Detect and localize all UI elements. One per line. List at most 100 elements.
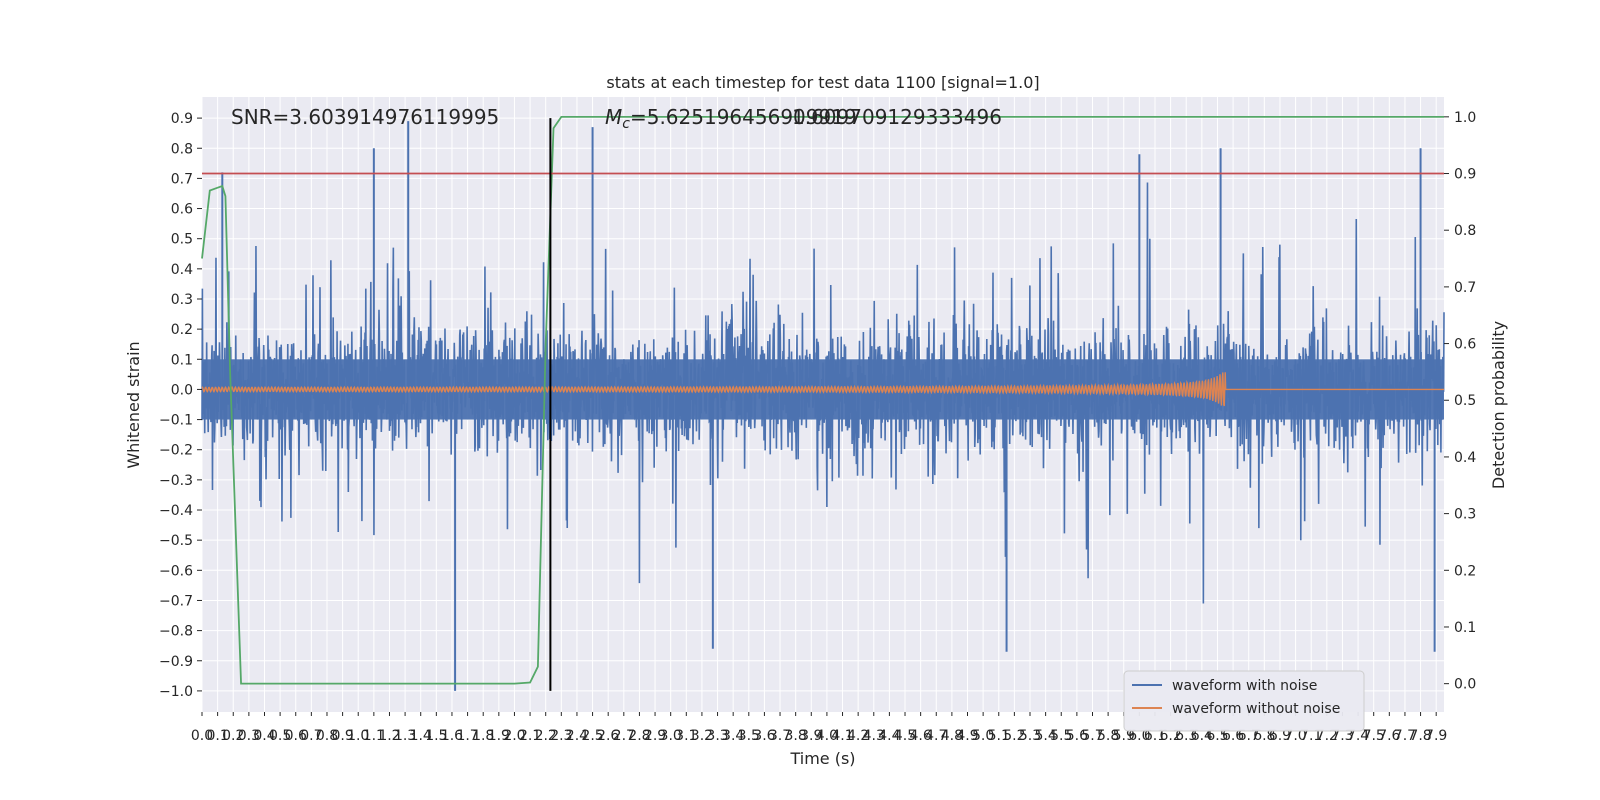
y-tick-label-10: −0.1	[159, 413, 193, 429]
x-tick-label-23: 2.3	[550, 728, 572, 744]
x-tick-label-22: 2.2	[535, 728, 557, 744]
y-tick-label-2: 0.7	[171, 171, 193, 187]
x-tick-label-40: 4.0	[816, 728, 838, 744]
x-tick-label-1: 0.1	[206, 728, 228, 744]
x-tick-label-75: 7.5	[1363, 728, 1385, 744]
y-tick-label-18: −0.9	[159, 654, 193, 670]
x-tick-label-3: 0.3	[238, 728, 260, 744]
y-tick-label-19: −1.0	[159, 684, 193, 700]
y-tick-label-0: 0.9	[171, 111, 193, 127]
y-right-tick-label-6: 0.4	[1454, 450, 1476, 466]
legend: waveform with noise waveform without noi…	[1123, 670, 1365, 732]
x-tick-label-72: 7.2	[1316, 728, 1338, 744]
x-tick-label-53: 5.3	[1019, 728, 1041, 744]
x-tick-label-78: 7.8	[1409, 728, 1431, 744]
y-right-tick-label-8: 0.2	[1454, 563, 1476, 579]
x-tick-label-52: 5.2	[1003, 728, 1025, 744]
x-tick-label-62: 6.2	[1159, 728, 1181, 744]
mc-subscript: c	[622, 116, 630, 132]
legend-label-noise: waveform with noise	[1172, 678, 1317, 694]
x-tick-label-65: 6.5	[1206, 728, 1228, 744]
x-tick-label-18: 1.8	[472, 728, 494, 744]
y-axis-label: Whitened strain	[124, 341, 143, 468]
x-tick-label-41: 4.1	[831, 728, 853, 744]
x-tick-label-36: 3.6	[753, 728, 775, 744]
x-tick-label-47: 4.7	[925, 728, 947, 744]
x-tick-label-77: 7.7	[1394, 728, 1416, 744]
y-tick-label-14: −0.5	[159, 533, 193, 549]
x-tick-label-43: 4.3	[863, 728, 885, 744]
y-tick-label-12: −0.3	[159, 473, 193, 489]
x-tick-label-71: 7.1	[1300, 728, 1322, 744]
x-tick-label-68: 6.8	[1253, 728, 1275, 744]
y-right-tick-label-1: 0.9	[1454, 167, 1476, 183]
x-tick-label-21: 2.1	[519, 728, 541, 744]
x-tick-label-2: 0.2	[222, 728, 244, 744]
x-tick-label-15: 1.5	[425, 728, 447, 744]
y-axis-label-right: Detection probability	[1489, 321, 1508, 489]
x-tick-label-76: 7.6	[1378, 728, 1400, 744]
x-tick-label-5: 0.5	[269, 728, 291, 744]
x-tick-label-56: 5.6	[1066, 728, 1088, 744]
x-tick-label-60: 6.0	[1128, 728, 1150, 744]
x-tick-label-66: 6.6	[1222, 728, 1244, 744]
x-tick-label-13: 1.3	[394, 728, 416, 744]
y-right-tick-label-2: 0.8	[1454, 223, 1476, 239]
y-tick-label-6: 0.3	[171, 292, 193, 308]
mc-symbol: M	[605, 105, 622, 129]
y-tick-label-13: −0.4	[159, 503, 193, 519]
y-right-tick-label-4: 0.6	[1454, 337, 1476, 353]
mc-value: =5.625196456909919	[630, 105, 857, 129]
x-axis-label: Time (s)	[789, 749, 855, 768]
y-tick-label-7: 0.2	[171, 322, 193, 338]
x-tick-label-57: 5.7	[1081, 728, 1103, 744]
x-tick-label-64: 6.4	[1191, 728, 1213, 744]
x-tick-label-39: 3.9	[800, 728, 822, 744]
x-tick-label-31: 3.1	[675, 728, 697, 744]
x-tick-label-14: 1.4	[410, 728, 432, 744]
x-tick-label-30: 3.0	[660, 728, 682, 744]
y-right-tick-label-10: 0.0	[1454, 677, 1476, 693]
x-tick-label-50: 5.0	[972, 728, 994, 744]
overlay-lines	[202, 118, 1444, 691]
x-tick-label-34: 3.4	[722, 728, 744, 744]
x-tick-label-16: 1.6	[441, 728, 463, 744]
x-tick-label-70: 7.0	[1284, 728, 1306, 744]
y-right-tick-label-0: 1.0	[1454, 110, 1476, 126]
x-tick-label-7: 0.7	[300, 728, 322, 744]
legend-box	[1123, 670, 1365, 732]
y-right-tick-label-9: 0.1	[1454, 620, 1476, 636]
x-tick-label-4: 0.4	[253, 728, 275, 744]
x-tick-label-48: 4.8	[941, 728, 963, 744]
x-tick-label-54: 5.4	[1034, 728, 1056, 744]
x-tick-label-11: 1.1	[363, 728, 385, 744]
series-waveform-without-noise	[201, 372, 1444, 407]
x-tick-label-69: 6.9	[1269, 728, 1291, 744]
x-tick-label-10: 1.0	[347, 728, 369, 744]
x-tick-label-29: 2.9	[644, 728, 666, 744]
y-tick-label-17: −0.8	[159, 624, 193, 640]
x-tick-label-26: 2.6	[597, 728, 619, 744]
y-right-tick-label-5: 0.5	[1454, 393, 1476, 409]
y-tick-label-11: −0.2	[159, 443, 193, 459]
x-tick-label-51: 5.1	[988, 728, 1010, 744]
x-tick-label-73: 7.3	[1331, 728, 1353, 744]
y-tick-label-3: 0.6	[171, 202, 193, 218]
y-tick-label-1: 0.8	[171, 141, 193, 157]
x-tick-label-79: 7.9	[1425, 728, 1447, 744]
x-tick-label-33: 3.3	[706, 728, 728, 744]
x-axis: 0.00.10.20.30.40.50.60.70.80.91.01.11.21…	[191, 712, 1447, 744]
x-tick-label-55: 5.5	[1050, 728, 1072, 744]
y-tick-label-16: −0.7	[159, 593, 193, 609]
x-tick-label-32: 3.2	[691, 728, 713, 744]
snr-annotation: SNR=3.603914976119995	[231, 105, 499, 129]
y-axis-left: 0.9 0.8 0.7 0.6 0.5 0.4 0.3 0.2 0.1 0.0 −0.1 −0.2 −0…	[159, 111, 202, 700]
x-tick-label-42: 4.2	[847, 728, 869, 744]
x-tick-label-25: 2.5	[581, 728, 603, 744]
y-tick-label-4: 0.5	[171, 232, 193, 248]
x-tick-label-17: 1.7	[456, 728, 478, 744]
chart-title: stats at each timestep for test data 110…	[606, 73, 1039, 92]
x-tick-label-12: 1.2	[378, 728, 400, 744]
x-tick-label-44: 4.4	[878, 728, 900, 744]
x-tick-label-28: 2.8	[628, 728, 650, 744]
